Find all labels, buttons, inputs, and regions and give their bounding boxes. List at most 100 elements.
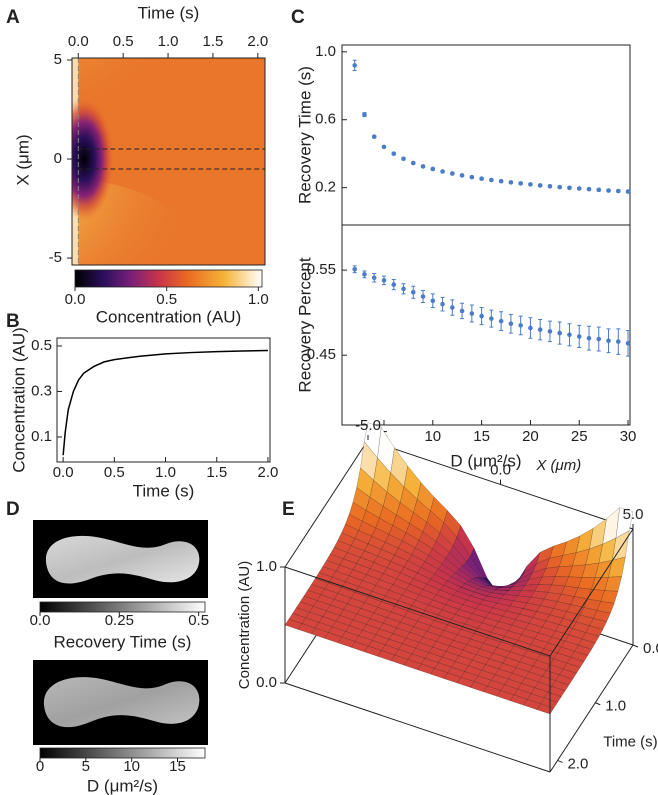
point [371,134,377,139]
point [401,156,406,162]
x-axis-label: D (μm²/s) [450,451,521,470]
point [410,289,416,295]
point [567,185,572,191]
y-tick-label: 0.45 [307,346,336,363]
colorbar-tick-label: 1.0 [248,291,269,308]
point [469,311,475,316]
point [489,177,494,183]
x-tick-label: 2.0 [247,33,268,50]
y-tick-label: 1.0 [605,698,626,715]
panel-letter: E [282,499,295,520]
colorbar-tick-label: 10 [123,758,140,775]
box-edge [284,682,551,773]
y-tick-label: 0.0 [643,640,658,657]
point [371,275,377,281]
panel-letter: D [6,499,20,520]
point [606,338,611,344]
cell-shape [45,535,200,584]
x-tick-label: 15 [473,428,490,445]
point [518,323,523,328]
colorbar-tick-label: 0.0 [30,612,51,629]
x-tick-label: 25 [571,428,588,445]
x-tick-label: 10 [424,428,441,445]
point [362,272,367,277]
y-tick-label: 0.6 [315,111,336,128]
x-tick-label: 0.0 [68,33,89,50]
point [625,340,631,346]
point [362,112,367,117]
point [410,160,416,166]
point [430,166,436,172]
y-tick-label: 0.55 [307,261,336,278]
panel-letter: A [6,7,20,28]
cell-shape [43,677,200,728]
colorbar-tick-label: 15 [169,758,186,775]
point [576,186,582,191]
x-tick-label: -5.0 [355,417,381,434]
y-tick-label: 5 [54,51,62,68]
point [596,336,602,342]
plot-frame [341,44,631,226]
point [528,182,533,187]
y-axis-label: X (μm) [13,134,32,185]
colorbar [74,269,263,288]
plot-frame [341,224,631,426]
y-tick-label: 0.5 [31,337,52,354]
colorbar-tick-label: 5 [82,758,90,775]
x-tick-label: 1.5 [203,33,224,50]
point [586,335,592,341]
point [625,189,631,194]
point [391,282,397,287]
y-tick [632,644,639,648]
y-tick-label: 0.2 [315,179,336,196]
heat-spot [72,97,115,222]
point [537,183,543,188]
point [450,171,455,176]
colorbar-tick-label: 0.0 [65,291,86,308]
y-tick [595,702,601,706]
x-tick-label: 0.0 [490,461,511,478]
y-axis-label: Recovery Time (s) [295,66,314,204]
colorbar-tick-label: 0.5 [188,612,209,629]
x-tick-label: 20 [522,428,539,445]
y-tick-label: 0.3 [31,382,52,399]
point [576,334,582,339]
z-tick-label: 1.0 [256,558,277,575]
line [62,349,268,456]
point [615,188,621,194]
point [528,325,533,331]
box-edge [284,439,369,568]
heatmap [72,58,265,265]
point [508,321,514,327]
point [547,329,553,334]
x-tick-label: 1.0 [158,33,179,50]
point [381,144,387,150]
y-tick-label: -5 [49,249,62,266]
point [489,316,494,321]
x-tick-label: 2.0 [258,464,279,481]
point [498,318,504,324]
panel-letter: B [6,311,20,332]
point [401,286,406,292]
point [615,339,621,344]
colorbar-tick-label: 0.25 [105,612,134,629]
point [420,294,426,299]
y-axis-label: Time (s) [603,733,657,750]
y-tick-label: 2.0 [568,755,589,772]
point [537,327,543,332]
plot-frame [56,337,271,463]
x-tick-label: 0.0 [53,464,74,481]
x-axis-label: X (μm) [535,457,581,474]
y-axis-label: Concentration (AU) [9,327,28,473]
x-tick-label: 0.5 [113,33,134,50]
point [479,176,484,181]
x-tick-label: 30 [620,428,637,445]
x-axis-label: Time (s) [133,481,195,500]
colorbar-label: Recovery Time (s) [54,632,192,651]
point [606,188,611,193]
point [391,151,397,156]
box-edge [549,644,634,773]
y-tick [557,759,563,763]
